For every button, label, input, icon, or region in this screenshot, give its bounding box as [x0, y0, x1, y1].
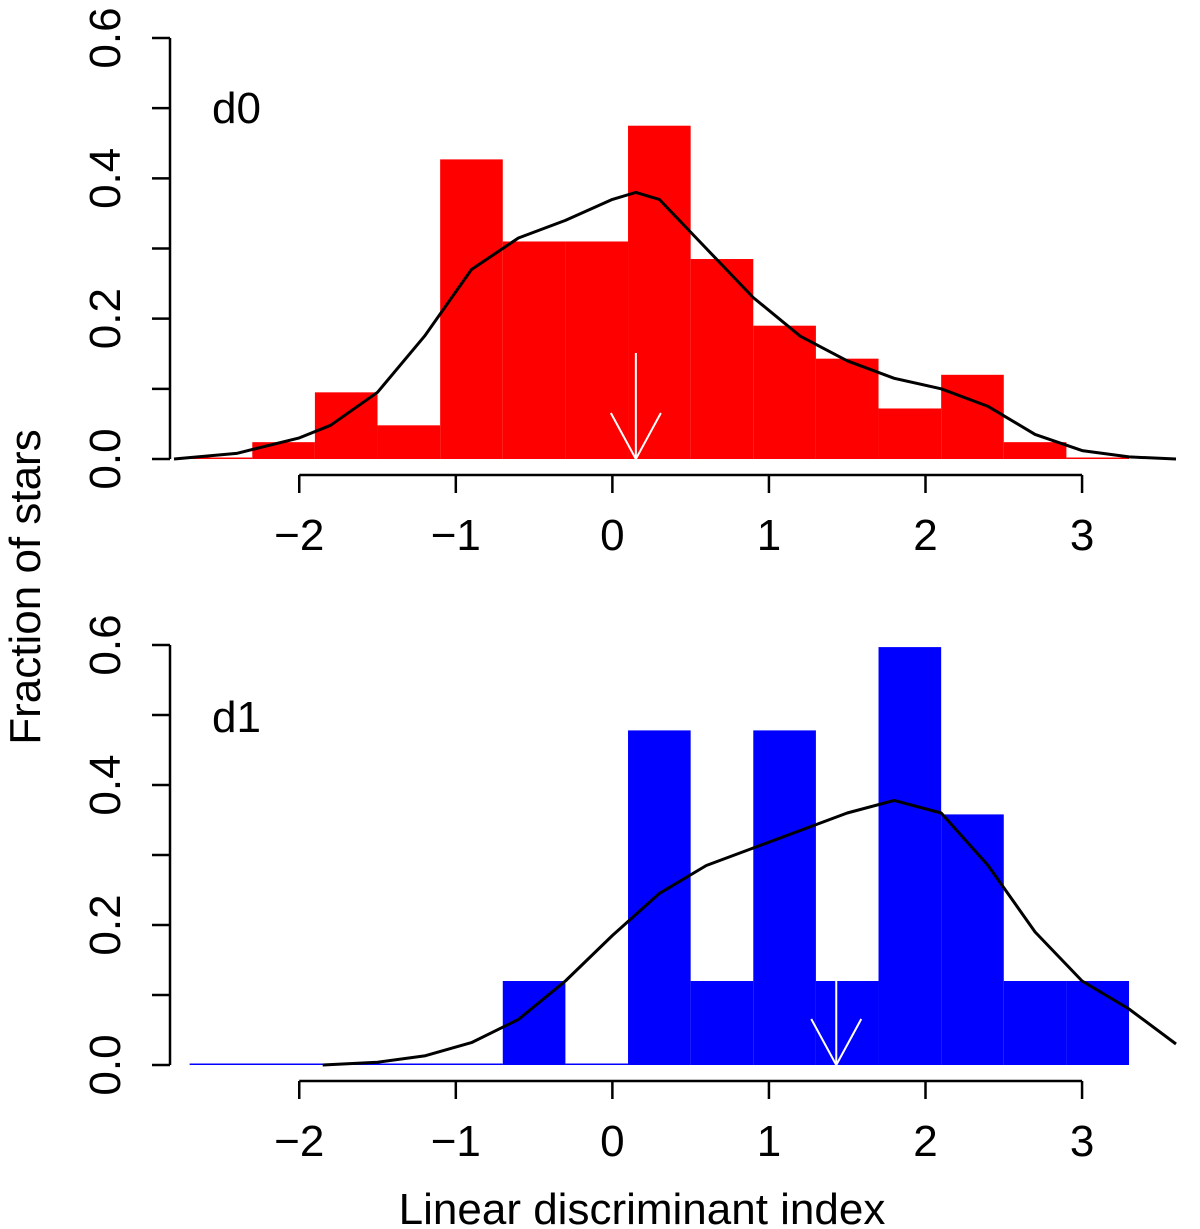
- histogram-bar: [753, 730, 816, 1065]
- x-tick-label: −2: [274, 511, 324, 560]
- histogram-bar: [314, 392, 378, 459]
- histogram-bar: [690, 981, 754, 1065]
- x-tick-label: 0: [600, 1117, 624, 1166]
- y-tick-label: 0.2: [81, 894, 130, 955]
- x-tick-label: −1: [431, 511, 481, 560]
- y-tick-label: 0.0: [81, 1034, 130, 1095]
- panel-d0: 0.0 0.2 0.4 0.6 −2 −1 0 1 2 3 d0: [81, 7, 1177, 560]
- histogram-bar: [1066, 457, 1130, 459]
- panel-label: d0: [212, 84, 261, 133]
- histogram-bar: [941, 814, 1004, 1065]
- density-curve: [173, 190, 1177, 461]
- density-curve: [322, 798, 1177, 1067]
- y-tick-label: 0.6: [81, 614, 130, 675]
- histogram-bar: [1066, 981, 1130, 1065]
- histogram-bar: [440, 159, 503, 459]
- histogram-bar: [753, 325, 816, 459]
- histogram-bar: [377, 425, 441, 459]
- histogram-bar: [1003, 981, 1067, 1065]
- histogram-bar: [628, 730, 691, 1065]
- y-tick-label: 0.0: [81, 428, 130, 489]
- histogram-bar: [565, 241, 629, 459]
- histogram-bar: [878, 647, 942, 1065]
- x-axis-title: Linear discriminant index: [399, 1185, 886, 1229]
- panel-d1: 0.0 0.2 0.4 0.6 −2 −1 0 1 2 3 d1: [81, 614, 1177, 1166]
- histogram-bar: [252, 442, 315, 459]
- histogram-bar: [690, 259, 754, 459]
- x-tick-label: 1: [757, 511, 781, 560]
- histogram-bar: [1003, 442, 1067, 459]
- y-tick-label: 0.2: [81, 288, 130, 349]
- x-tick-label: 3: [1070, 1117, 1094, 1166]
- histogram-bar: [815, 981, 879, 1065]
- x-tick-label: 2: [913, 1117, 937, 1166]
- histogram-bar: [815, 358, 879, 459]
- histogram-bar: [878, 408, 942, 459]
- histogram-bar: [628, 125, 691, 459]
- y-tick-label: 0.4: [81, 754, 130, 815]
- x-tick-label: 1: [757, 1117, 781, 1166]
- marker-arrow-head: [609, 412, 662, 462]
- x-tick-label: 2: [913, 511, 937, 560]
- y-tick-label: 0.4: [81, 148, 130, 209]
- panel-label: d1: [212, 693, 261, 742]
- marker-arrow-head: [810, 1018, 863, 1068]
- histogram-bar: [565, 1063, 629, 1065]
- y-axis-title: Fraction of stars: [1, 429, 50, 744]
- y-tick-label: 0.6: [81, 7, 130, 68]
- histogram-bar: [941, 374, 1004, 459]
- x-tick-label: 0: [600, 511, 624, 560]
- x-tick-label: 3: [1070, 511, 1094, 560]
- x-tick-label: −1: [431, 1117, 481, 1166]
- histogram-bar: [189, 457, 253, 459]
- x-tick-label: −2: [274, 1117, 324, 1166]
- histogram-bar: [502, 241, 566, 459]
